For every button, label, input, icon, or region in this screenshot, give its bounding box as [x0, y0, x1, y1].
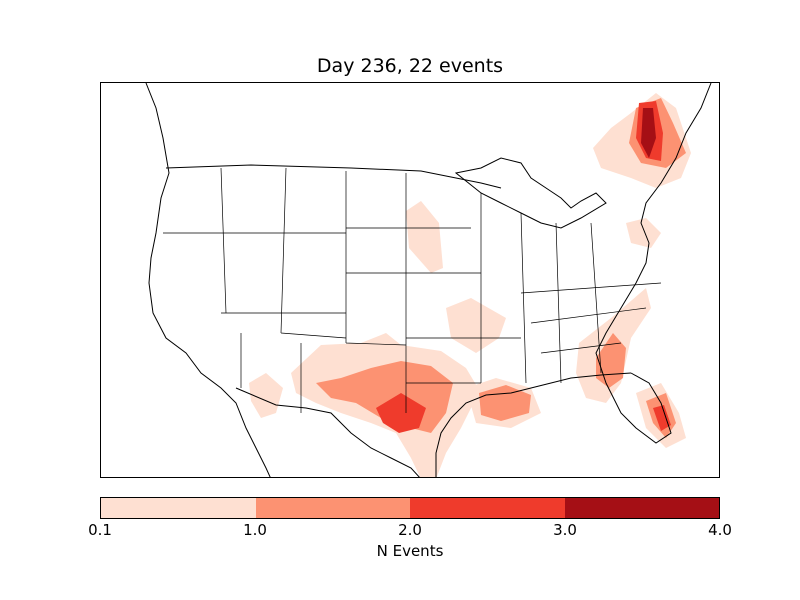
map-title: Day 236, 22 events — [316, 55, 504, 77]
colorbar-segment-3 — [564, 498, 719, 518]
colorbar-tick: 1.0 — [243, 521, 267, 539]
west-coastline — [145, 83, 271, 477]
contour-plains-low — [446, 298, 506, 353]
colorbar-tick: 3.0 — [553, 521, 577, 539]
contour-gulf-mid — [479, 385, 531, 421]
contour-nm-low — [249, 373, 283, 418]
colorbar-segment-1 — [255, 498, 410, 518]
colorbar-segment-0 — [101, 498, 256, 518]
colorbar-tick: 2.0 — [398, 521, 422, 539]
east-coastline — [595, 83, 712, 444]
density-contours — [249, 93, 691, 477]
great-lakes — [454, 157, 607, 229]
colorbar-tick: 0.1 — [88, 521, 112, 539]
colorbar — [100, 497, 720, 519]
map-canvas — [145, 83, 712, 477]
contour-florida-high — [653, 405, 671, 431]
contour-midwest-low — [406, 201, 443, 273]
contour-northeast-peak — [641, 108, 656, 158]
colorbar-label: N Events — [376, 542, 444, 560]
colorbar-segment-2 — [410, 498, 565, 518]
canada-border — [165, 164, 502, 189]
contour-midatlantic-low — [626, 218, 661, 248]
mexico-border — [235, 387, 420, 477]
colorbar-tick: 4.0 — [708, 521, 732, 539]
map-borders — [145, 83, 712, 477]
contour-texas-high — [376, 393, 426, 433]
map-area — [100, 82, 720, 478]
gulf-coastline — [435, 372, 632, 477]
state-borders — [163, 167, 662, 413]
